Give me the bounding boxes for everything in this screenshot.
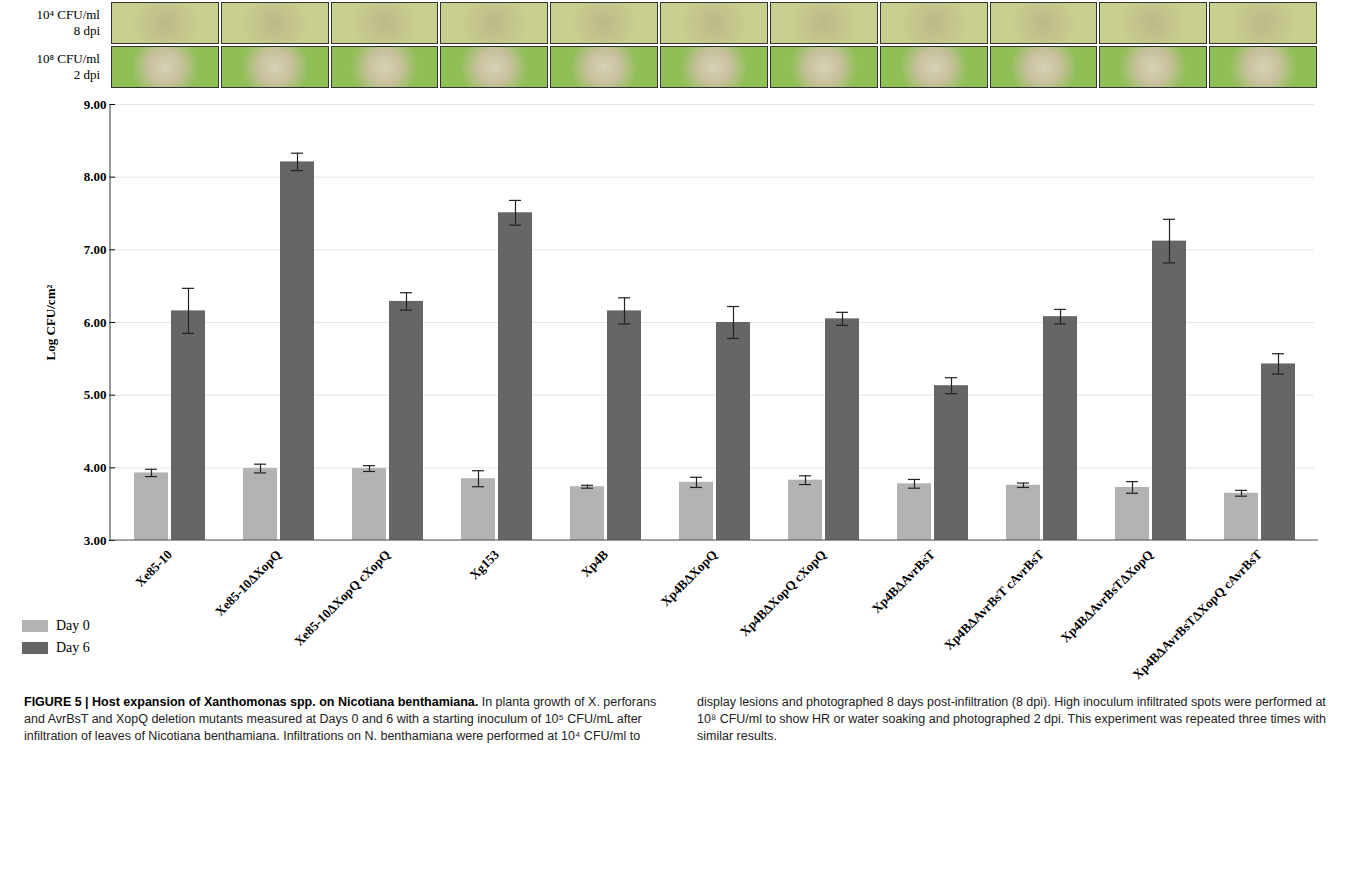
svg-text:Xp4BΔAvrBsT cAvrBsT: Xp4BΔAvrBsT cAvrBsT xyxy=(941,547,1047,653)
svg-text:Xp4BΔXopQ: Xp4BΔXopQ xyxy=(658,547,720,609)
html-text:8 dpi: 8 dpi xyxy=(73,23,100,38)
svg-text:6.00: 6.00 xyxy=(84,315,107,330)
html-text:Day 6: Day 6 xyxy=(56,640,90,655)
svg-text:8.00: 8.00 xyxy=(84,169,107,184)
html-text:10⁸ CFU/ml: 10⁸ CFU/ml xyxy=(36,51,100,66)
html-text:10⁴ CFU/ml: 10⁴ CFU/ml xyxy=(36,7,100,22)
svg-text:Xe85-10: Xe85-10 xyxy=(132,547,175,590)
svg-text:Xp4B: Xp4B xyxy=(578,547,611,580)
svg-text:4.00: 4.00 xyxy=(84,460,107,475)
svg-text:Xg153: Xg153 xyxy=(466,546,502,582)
svg-text:Xe85-10ΔXopQ cXopQ: Xe85-10ΔXopQ cXopQ xyxy=(291,547,393,649)
html-text:2 dpi: 2 dpi xyxy=(73,67,100,82)
html-text:Day 0: Day 0 xyxy=(56,618,90,633)
svg-text:5.00: 5.00 xyxy=(84,387,107,402)
html-text:FIGURE 5 | Host expansion of X: FIGURE 5 | Host expansion of Xanthomonas… xyxy=(24,695,1326,743)
svg-text:9.00: 9.00 xyxy=(84,97,107,112)
svg-text:Log CFU/cm²: Log CFU/cm² xyxy=(43,285,58,361)
svg-text:Xp4BΔAvrBsTΔXopQ cAvrBsT: Xp4BΔAvrBsTΔXopQ cAvrBsT xyxy=(1130,547,1266,683)
svg-text:Xp4BΔXopQ cXopQ: Xp4BΔXopQ cXopQ xyxy=(737,547,829,639)
svg-text:Xp4BΔAvrBsTΔXopQ: Xp4BΔAvrBsTΔXopQ xyxy=(1057,547,1156,646)
svg-text:3.00: 3.00 xyxy=(84,533,107,548)
svg-text:Xp4BΔAvrBsT: Xp4BΔAvrBsT xyxy=(869,547,939,617)
svg-text:Xe85-10ΔXopQ: Xe85-10ΔXopQ xyxy=(212,547,284,619)
svg-text:7.00: 7.00 xyxy=(84,242,107,257)
